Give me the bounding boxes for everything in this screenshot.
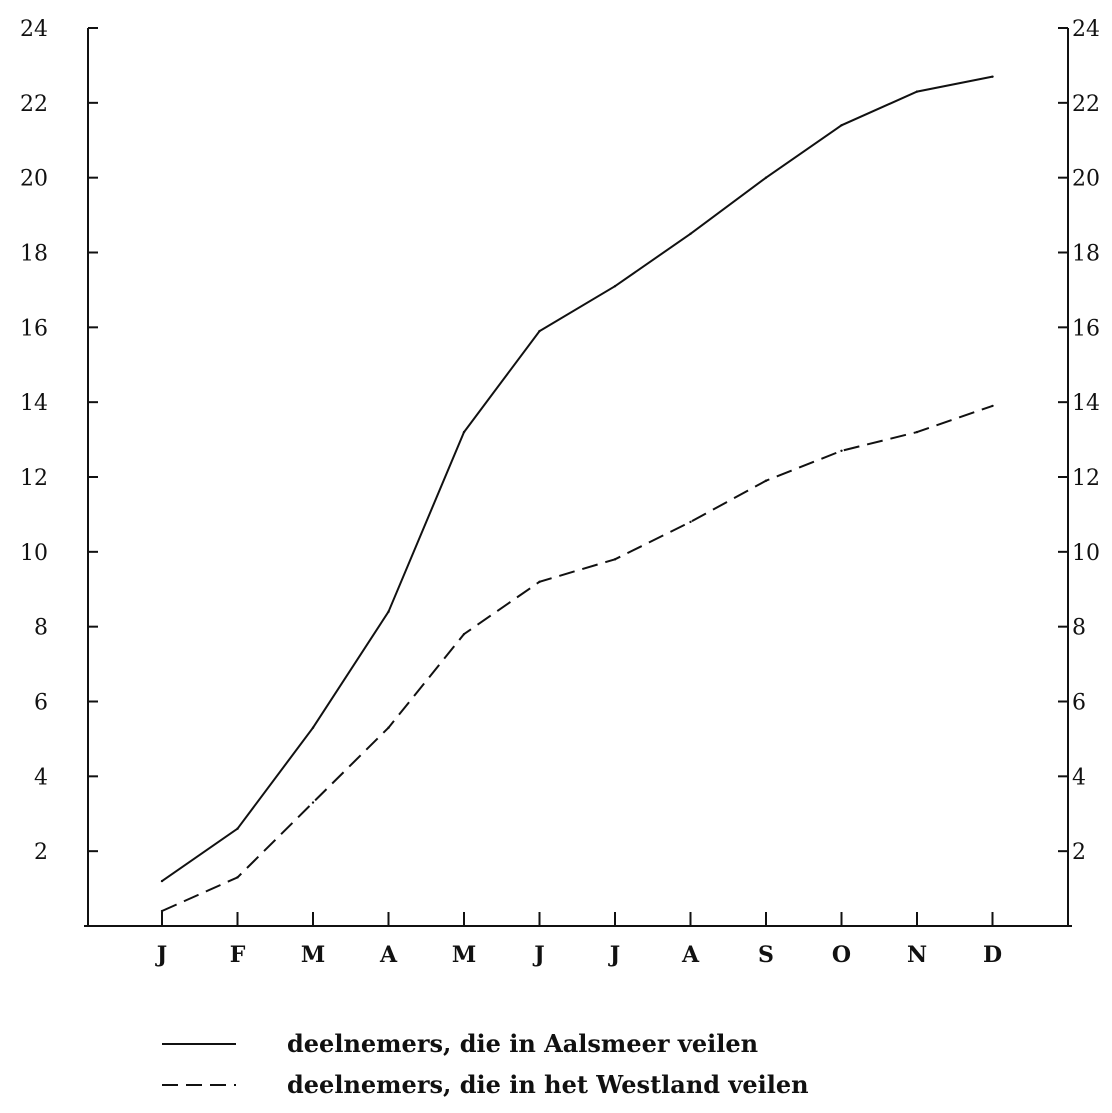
series-2-point <box>991 404 994 408</box>
legend-label-2: deelnemers, die in het Westland veilen <box>287 1070 809 1099</box>
axes <box>84 28 1072 927</box>
series-1-point <box>311 726 315 729</box>
series-1-point <box>387 610 390 613</box>
y-tick-left-label: 16 <box>20 316 48 341</box>
y-tick-left-label: 12 <box>20 466 48 491</box>
series-1-point <box>915 90 919 93</box>
y-tick-right-label: 12 <box>1072 466 1100 491</box>
y-tick-left-label: 4 <box>34 765 48 790</box>
x-tick-label: J <box>155 942 167 968</box>
x-tick-label: M <box>301 942 325 968</box>
y-tick-right-label: 14 <box>1072 391 1100 416</box>
series-line-1 <box>161 75 993 882</box>
x-tick-label: O <box>832 942 851 968</box>
x-tick-label: A <box>681 942 700 968</box>
series-group <box>160 75 994 913</box>
x-tick-label: J <box>532 942 544 968</box>
series-2-point <box>387 726 390 729</box>
series-1-point <box>160 879 164 883</box>
y-tick-right-label: 4 <box>1072 765 1086 790</box>
series-1-point <box>689 232 692 235</box>
series-2-point <box>236 876 239 879</box>
y-tick-right-label: 18 <box>1072 242 1100 267</box>
y-tick-left-label: 6 <box>34 691 48 716</box>
y-tick-left-label: 8 <box>34 616 48 641</box>
x-tick-label: N <box>907 942 927 968</box>
y-tick-right-label: 10 <box>1072 541 1100 566</box>
series-2-point <box>764 479 768 482</box>
y-tick-left-label: 18 <box>20 242 48 267</box>
series-2-point <box>538 580 541 583</box>
y-tick-right-label: 24 <box>1072 17 1100 42</box>
y-tick-left-label: 22 <box>20 92 48 117</box>
series-1-point <box>764 176 768 179</box>
series-2-point <box>462 632 466 636</box>
x-tick-label: J <box>608 942 620 968</box>
series-2-point <box>613 558 617 561</box>
series-1-point <box>462 430 466 434</box>
y-tick-right-label: 6 <box>1072 691 1086 716</box>
x-tick-label: F <box>230 942 246 968</box>
y-tick-left-label: 24 <box>20 17 48 42</box>
y-tick-left-label: 14 <box>20 391 48 416</box>
y-tick-left-label: 20 <box>20 167 48 192</box>
series-2-point <box>840 449 843 453</box>
series-1-point <box>236 827 239 830</box>
series-1-point <box>613 284 617 288</box>
series-1-point <box>538 329 541 333</box>
x-tick-label: D <box>983 942 1002 968</box>
x-tick-label: A <box>379 942 398 968</box>
y-tick-left-label: 10 <box>20 541 48 566</box>
y-tick-right-label: 8 <box>1072 616 1086 641</box>
series-2-point <box>311 801 315 804</box>
series-2-point <box>915 430 919 434</box>
y-tick-right-label: 20 <box>1072 167 1100 192</box>
y-tick-left-label: 2 <box>34 840 48 865</box>
x-tick-label: S <box>758 942 774 968</box>
series-line-2 <box>161 404 993 912</box>
series-1-point <box>991 75 994 78</box>
series-2-point <box>160 909 164 913</box>
y-tick-right-label: 22 <box>1072 92 1100 117</box>
x-tick-label: M <box>452 942 476 968</box>
series-1-point <box>840 124 843 127</box>
series-2-point <box>689 520 692 524</box>
legend: deelnemers, die in Aalsmeer veilen deelne… <box>162 1029 809 1099</box>
y-tick-right-label: 16 <box>1072 316 1100 341</box>
legend-label-1: deelnemers, die in Aalsmeer veilen <box>287 1029 758 1058</box>
y-tick-right-label: 2 <box>1072 840 1086 865</box>
